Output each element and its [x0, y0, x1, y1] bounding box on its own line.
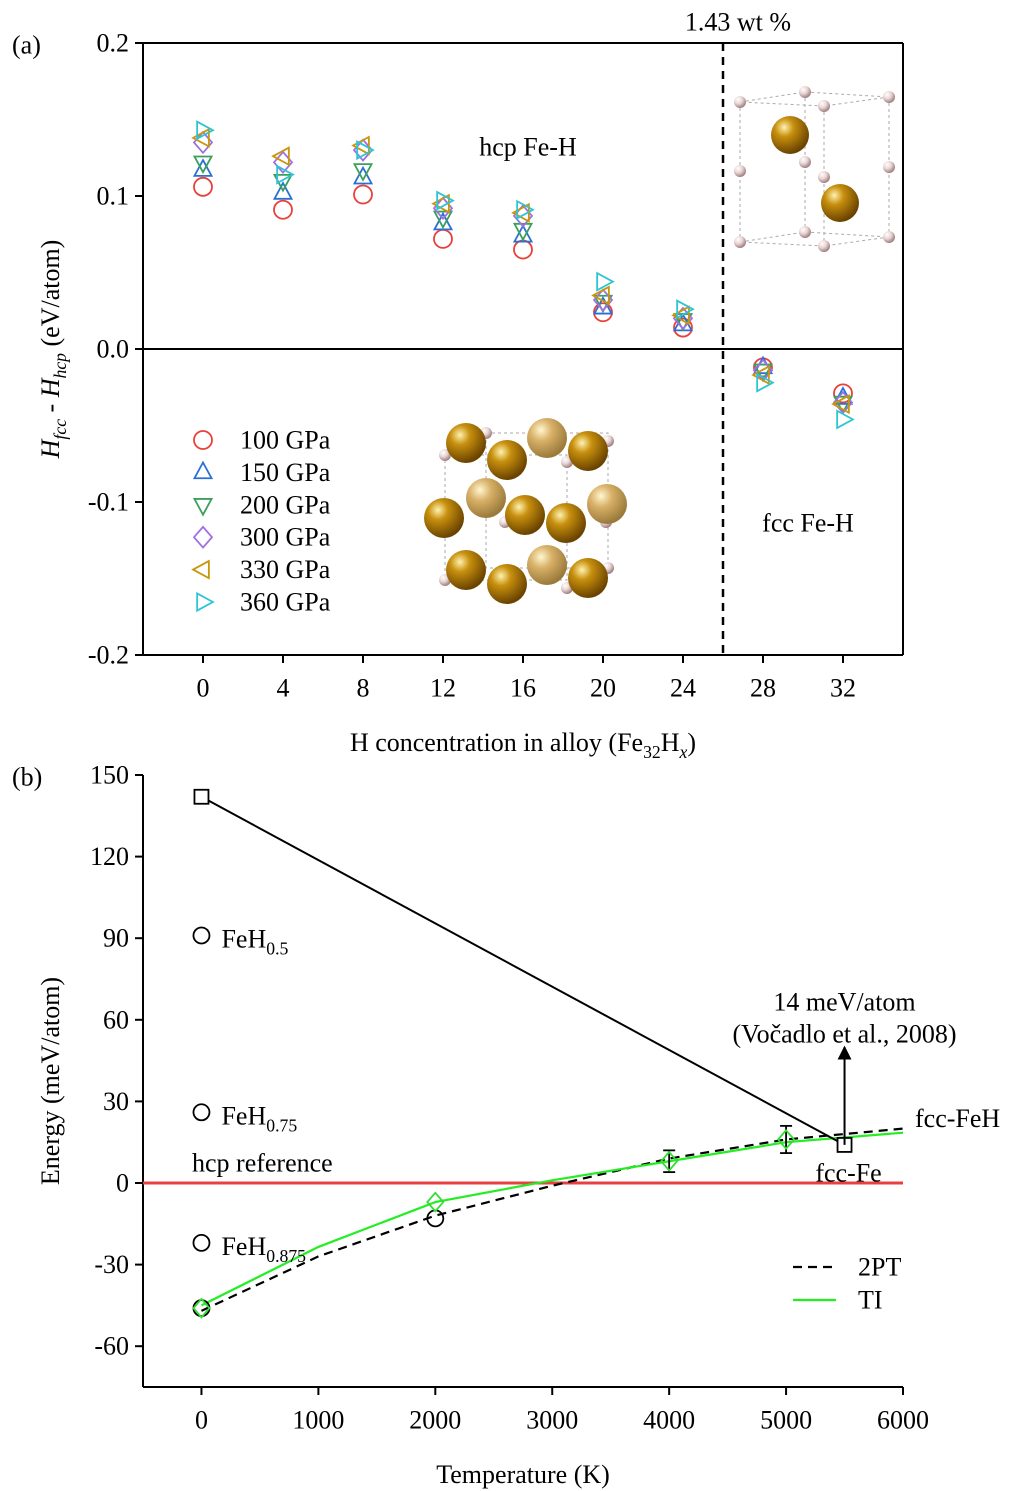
- legend-marker: [197, 593, 213, 610]
- x-tick-label: 5000: [760, 1406, 812, 1435]
- y-tick-label: -60: [94, 1332, 129, 1361]
- data-point: [194, 790, 208, 804]
- reference-label: hcp reference: [192, 1149, 333, 1178]
- panel-label: (b): [12, 763, 42, 792]
- legend-label: 200 GPa: [240, 490, 331, 519]
- data-point: [194, 178, 212, 196]
- y-tick-label: 0: [116, 1169, 129, 1198]
- legend-label: 300 GPa: [240, 523, 331, 552]
- legend-label: 360 GPa: [240, 588, 331, 617]
- y-tick-label: 0.0: [97, 335, 130, 364]
- x-axis-label: Temperature (K): [436, 1460, 610, 1489]
- y-axis-label-part: fcc: [50, 419, 70, 440]
- x-tick-label: 4: [277, 674, 290, 703]
- curve-label: fcc-FeH: [915, 1104, 1000, 1133]
- y-axis-label-part: H: [36, 438, 65, 459]
- x-tick-label: 16: [510, 674, 536, 703]
- legend-marker: [194, 463, 211, 479]
- x-tick-label: 2000: [409, 1406, 461, 1435]
- panel-label: (a): [12, 31, 41, 60]
- x-tick-label: 4000: [643, 1406, 695, 1435]
- point-label-part: FeH: [221, 924, 266, 953]
- x-tick-label: 1000: [292, 1406, 344, 1435]
- y-tick-label: -30: [94, 1250, 129, 1279]
- x-tick-label: 3000: [526, 1406, 578, 1435]
- annotation: (Vočadlo et al., 2008): [732, 1020, 956, 1049]
- hcp-structure: [740, 92, 889, 246]
- data-point: [193, 1104, 209, 1120]
- x-axis-label-part: Temperature (K): [436, 1460, 610, 1489]
- figure: 0 4 8 12 16 20 24 28 32 -0.2 -0.1 0.0 0.1 0.2 (a) H con…: [0, 0, 1014, 1491]
- data-point: [354, 185, 372, 203]
- x-tick-label: 28: [750, 674, 776, 703]
- point-label: FeH0.875: [221, 1231, 306, 1266]
- hcp-atoms: [734, 86, 895, 252]
- legend-marker: [193, 561, 209, 578]
- y-tick-label: 60: [103, 1005, 129, 1034]
- annotation: 14 meV/atom: [773, 988, 915, 1017]
- data-point: [434, 230, 452, 248]
- trend-line: [201, 797, 844, 1145]
- x-axis-label-part: x: [679, 742, 688, 762]
- point-label-part: 0.875: [266, 1246, 306, 1266]
- y-tick-label: 90: [103, 924, 129, 953]
- point-label: FeH0.75: [221, 1101, 297, 1136]
- data-point: [193, 927, 209, 943]
- y-axis-label-part: Energy (meV/atom): [36, 977, 65, 1185]
- y-tick-label: 120: [90, 842, 129, 871]
- legend-label: TI: [858, 1286, 883, 1315]
- legend-marker: [194, 499, 211, 515]
- legend-label: 100 GPa: [240, 426, 331, 455]
- threshold-label: 1.43 wt %: [685, 8, 791, 37]
- x-tick-label: 0: [195, 1406, 208, 1435]
- y-axis-label: Energy (meV/atom): [36, 977, 65, 1185]
- y-axis-label-part: - H: [36, 377, 65, 419]
- legend-marker: [194, 431, 212, 449]
- point-label-part: 0.5: [266, 938, 288, 958]
- x-axis-label-part: H concentration in alloy (Fe: [350, 728, 643, 757]
- legend-label: 150 GPa: [240, 458, 331, 487]
- fcc-atoms: [424, 418, 627, 604]
- x-tick-label: 12: [430, 674, 456, 703]
- data-point: [597, 273, 613, 290]
- y-tick-label: 0.1: [97, 182, 130, 211]
- point-label-part: FeH: [221, 1101, 266, 1130]
- x-tick-label: 6000: [877, 1406, 929, 1435]
- x-axis-label-part: H: [661, 728, 680, 757]
- x-axis-label: H concentration in alloy (Fe32Hx): [350, 728, 696, 763]
- legend-label: 2PT: [858, 1253, 901, 1282]
- data-point: [193, 1235, 209, 1251]
- region-label: fcc Fe-H: [762, 509, 854, 538]
- point-label-part: 0.75: [266, 1115, 297, 1135]
- region-label: hcp Fe-H: [479, 133, 577, 162]
- y-tick-label: 0.2: [97, 29, 130, 58]
- y-tick-label: 150: [90, 761, 129, 790]
- x-axis-label-part: 32: [643, 742, 661, 762]
- legend-label: 330 GPa: [240, 555, 331, 584]
- y-axis-label: Hfcc - Hhcp (eV/atom): [36, 240, 71, 460]
- data-point: [837, 411, 853, 428]
- data-point: [274, 201, 292, 219]
- y-axis-label-part: hcp: [50, 353, 70, 379]
- data-point: [514, 241, 532, 259]
- x-tick-label: 8: [357, 674, 370, 703]
- y-tick-label: -0.1: [88, 488, 129, 517]
- point-label: FeH0.5: [221, 924, 288, 959]
- y-tick-label: 30: [103, 1087, 129, 1116]
- legend-marker: [194, 527, 212, 548]
- point-label-part: FeH: [221, 1231, 266, 1260]
- x-tick-label: 24: [670, 674, 696, 703]
- y-tick-label: -0.2: [88, 641, 129, 670]
- x-tick-label: 20: [590, 674, 616, 703]
- x-axis-label-part: ): [687, 728, 696, 757]
- point-label: fcc-Fe: [815, 1158, 881, 1187]
- x-tick-label: 32: [830, 674, 856, 703]
- y-axis-label-part: (eV/atom): [36, 240, 65, 353]
- x-tick-label: 0: [197, 674, 210, 703]
